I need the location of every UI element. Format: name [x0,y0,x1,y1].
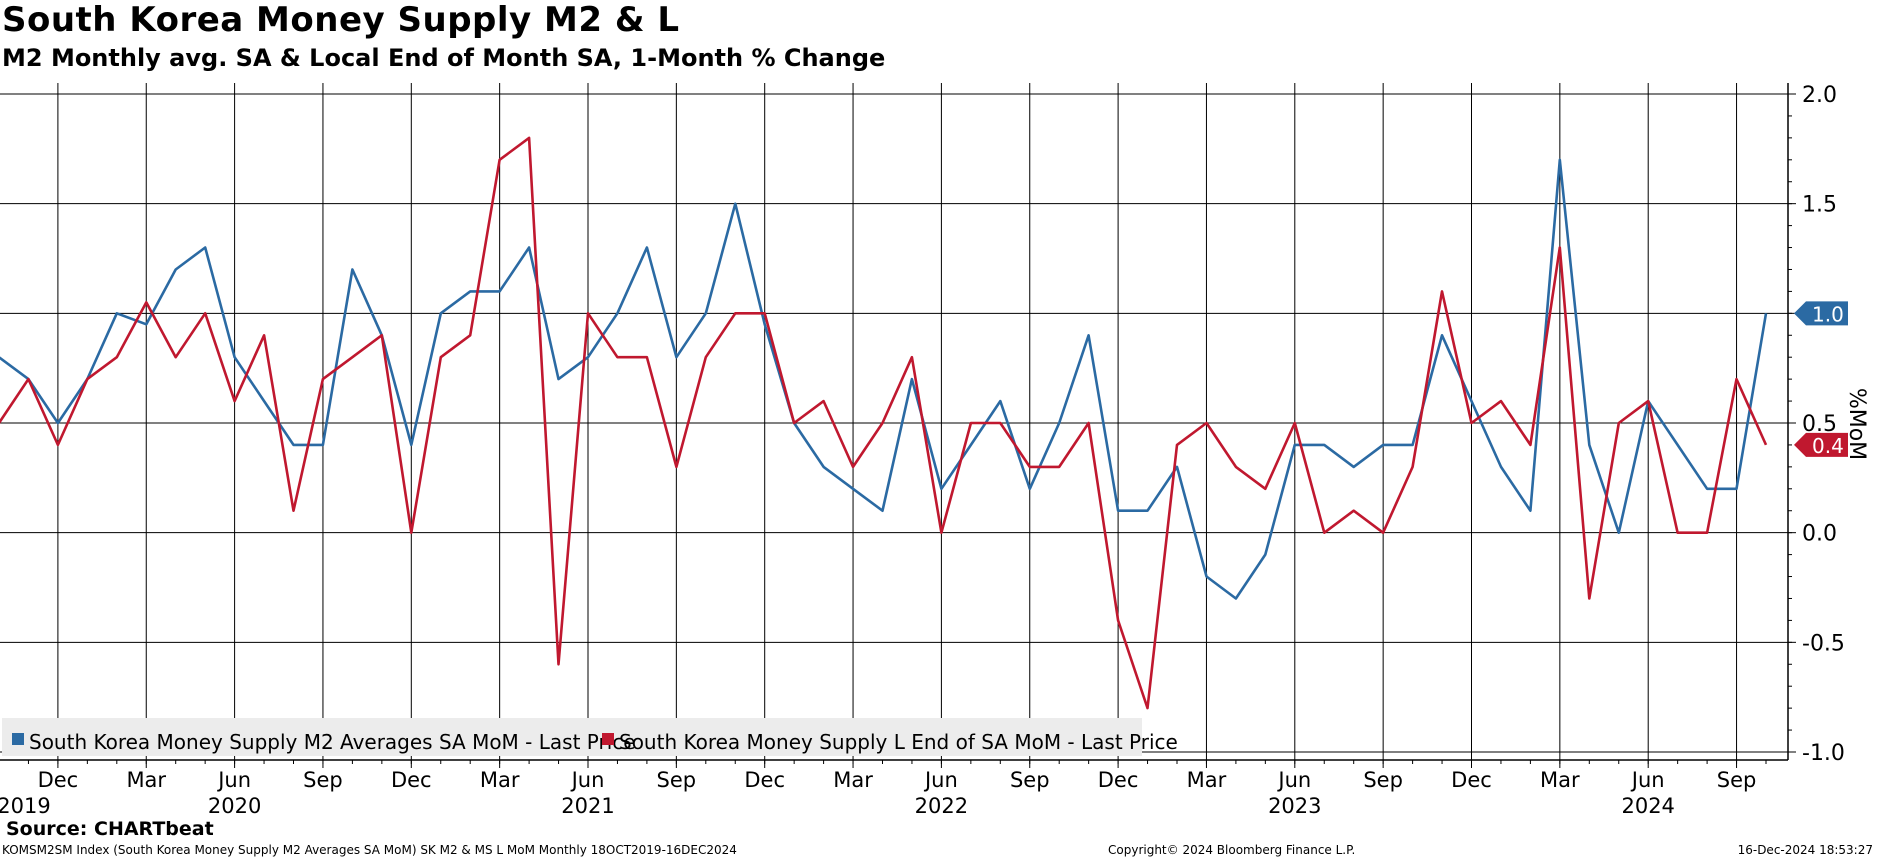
copyright: Copyright© 2024 Bloomberg Finance L.P. [1108,843,1356,857]
x-tick-label: Mar [1187,768,1227,792]
axes: 2.0 1.5 1.0 0.5 0.0 -0.5 -1.0 Dec Mar Jun Sep Dec Ma… [0,83,1869,818]
y-tick-label: -1.0 [1802,741,1845,766]
x-year-label: 2024 [1621,794,1674,818]
legend: South Korea Money Supply M2 Averages SA … [2,718,1178,756]
x-tick-label: Dec [744,768,785,792]
x-tick-label: Dec [1098,768,1139,792]
y-tick-label: 2.0 [1802,83,1837,108]
x-tick-label: Sep [1363,768,1403,792]
chart-subtitle: M2 Monthly avg. SA & Local End of Month … [2,44,886,72]
y-tick-label: -0.5 [1802,631,1845,656]
x-tick-label: Dec [1451,768,1492,792]
x-tick-label: Mar [126,768,166,792]
x-tick-label: Sep [657,768,697,792]
x-tick-label: Sep [303,768,343,792]
y-axis-label: %MoM [1844,388,1869,460]
x-tick-label: Jun [570,768,605,792]
x-tick-label: Dec [391,768,432,792]
x-year-label: 2023 [1268,794,1321,818]
y-tick-label: 1.5 [1802,193,1837,218]
x-year-label: 2019 [0,794,51,818]
legend-label: South Korea Money Supply L End of SA MoM… [619,730,1178,754]
x-tick-label: Sep [1010,768,1050,792]
x-tick-label: Mar [1540,768,1580,792]
last-value-tag [1794,301,1848,326]
y-tick-label: 0.5 [1802,412,1837,437]
x-tick-label: Sep [1717,768,1757,792]
grid-lines [0,83,1788,760]
last-value-label: 0.4 [1812,434,1844,458]
chart-title: South Korea Money Supply M2 & L [2,0,680,40]
index-info: KOMSM2SM Index (South Korea Money Supply… [2,843,737,857]
legend-box [2,718,1142,756]
x-tick-label: Dec [38,768,79,792]
x-tick-label: Jun [923,768,958,792]
timestamp: 16-Dec-2024 18:53:27 [1737,843,1873,857]
x-tick-label: Jun [216,768,251,792]
x-tick-label: Jun [1630,768,1665,792]
series-lines [0,136,1768,710]
legend-label: South Korea Money Supply M2 Averages SA … [29,730,636,754]
legend-swatch [12,733,24,745]
x-year-label: 2021 [561,794,614,818]
x-tick-label: Mar [833,768,873,792]
x-year-label: 2022 [915,794,968,818]
x-tick-label: Mar [480,768,520,792]
legend-swatch [602,733,614,745]
x-tick-label: Jun [1276,768,1311,792]
y-tick-label: 0.0 [1802,522,1837,547]
x-year-label: 2020 [208,794,261,818]
source-note: Source: CHARTbeat [6,818,214,840]
last-value-label: 1.0 [1812,302,1844,326]
last-value-tag [1794,432,1848,457]
